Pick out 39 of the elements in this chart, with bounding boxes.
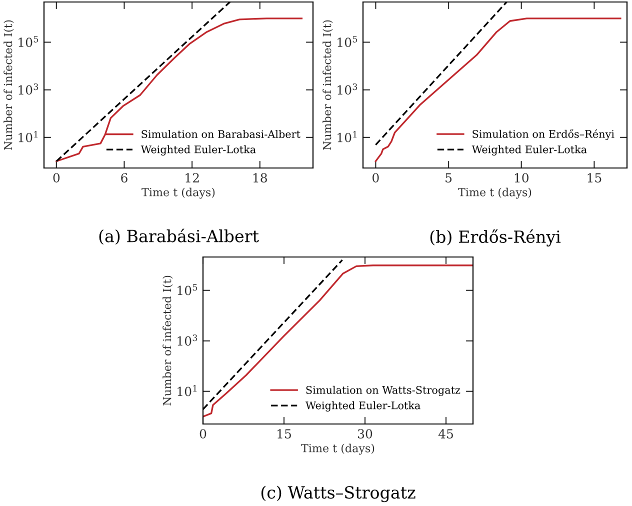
legend-label: Simulation on Watts-Strogatz [306,386,460,396]
y-axis-title: Number of infected I(t) [162,276,173,406]
line-series [203,264,473,418]
line-series [56,18,303,162]
x-axis-title: Time t (days) [142,188,215,199]
x-tick-label: 6 [121,173,128,183]
x-tick-label: 0 [372,173,379,183]
legend-label: Simulation on Barabasi-Albert [142,130,300,138]
x-tick-label: 45 [438,429,453,439]
text: (c) Watts–Strogatz [261,486,416,502]
y-tick-label: 10$^{5}$ [18,36,38,48]
text: (b) Erdős-Rényi [430,229,561,246]
y-tick-label: 10$^{1}$ [18,131,38,142]
x-axis-title: Time t (days) [458,188,532,199]
x-tick-label: 10 [514,173,528,183]
x-tick-label: 15 [588,173,602,183]
x-tick-label: 0 [200,429,206,439]
y-axis-title: Number of infected I(t) [322,20,333,150]
legend-label: Weighted Euler-Lotka [472,145,587,156]
x-tick-label: 0 [53,173,60,183]
text: (a) Barabási-Albert [99,228,259,245]
y-tick-label: 10$^{3}$ [338,83,358,95]
x-tick-label: 30 [358,429,372,439]
x-axis-title: Time t (days) [301,444,374,455]
y-tick-label: 10$^{5}$ [338,36,358,48]
line-series [374,18,622,162]
y-tick-label: 10$^{3}$ [178,334,198,346]
y-tick-label: 10$^{1}$ [338,131,356,142]
legend-label: Weighted Euler-Lotka [140,145,256,156]
legend-label: Weighted Euler-Lotka [305,401,420,412]
legend-label: Simulation on Erdős–Rényi [472,129,614,140]
y-tick-label: 10$^{3}$ [18,83,38,95]
x-tick-label: 12 [186,173,199,182]
y-axis-title: Number of infected I(t) [4,20,14,150]
x-tick-label: 5 [446,173,452,183]
x-tick-label: 18 [253,173,267,183]
x-tick-label: 15 [278,429,291,439]
y-tick-label: 10$^{1}$ [178,384,196,396]
y-tick-label: 10$^{5}$ [178,284,198,296]
